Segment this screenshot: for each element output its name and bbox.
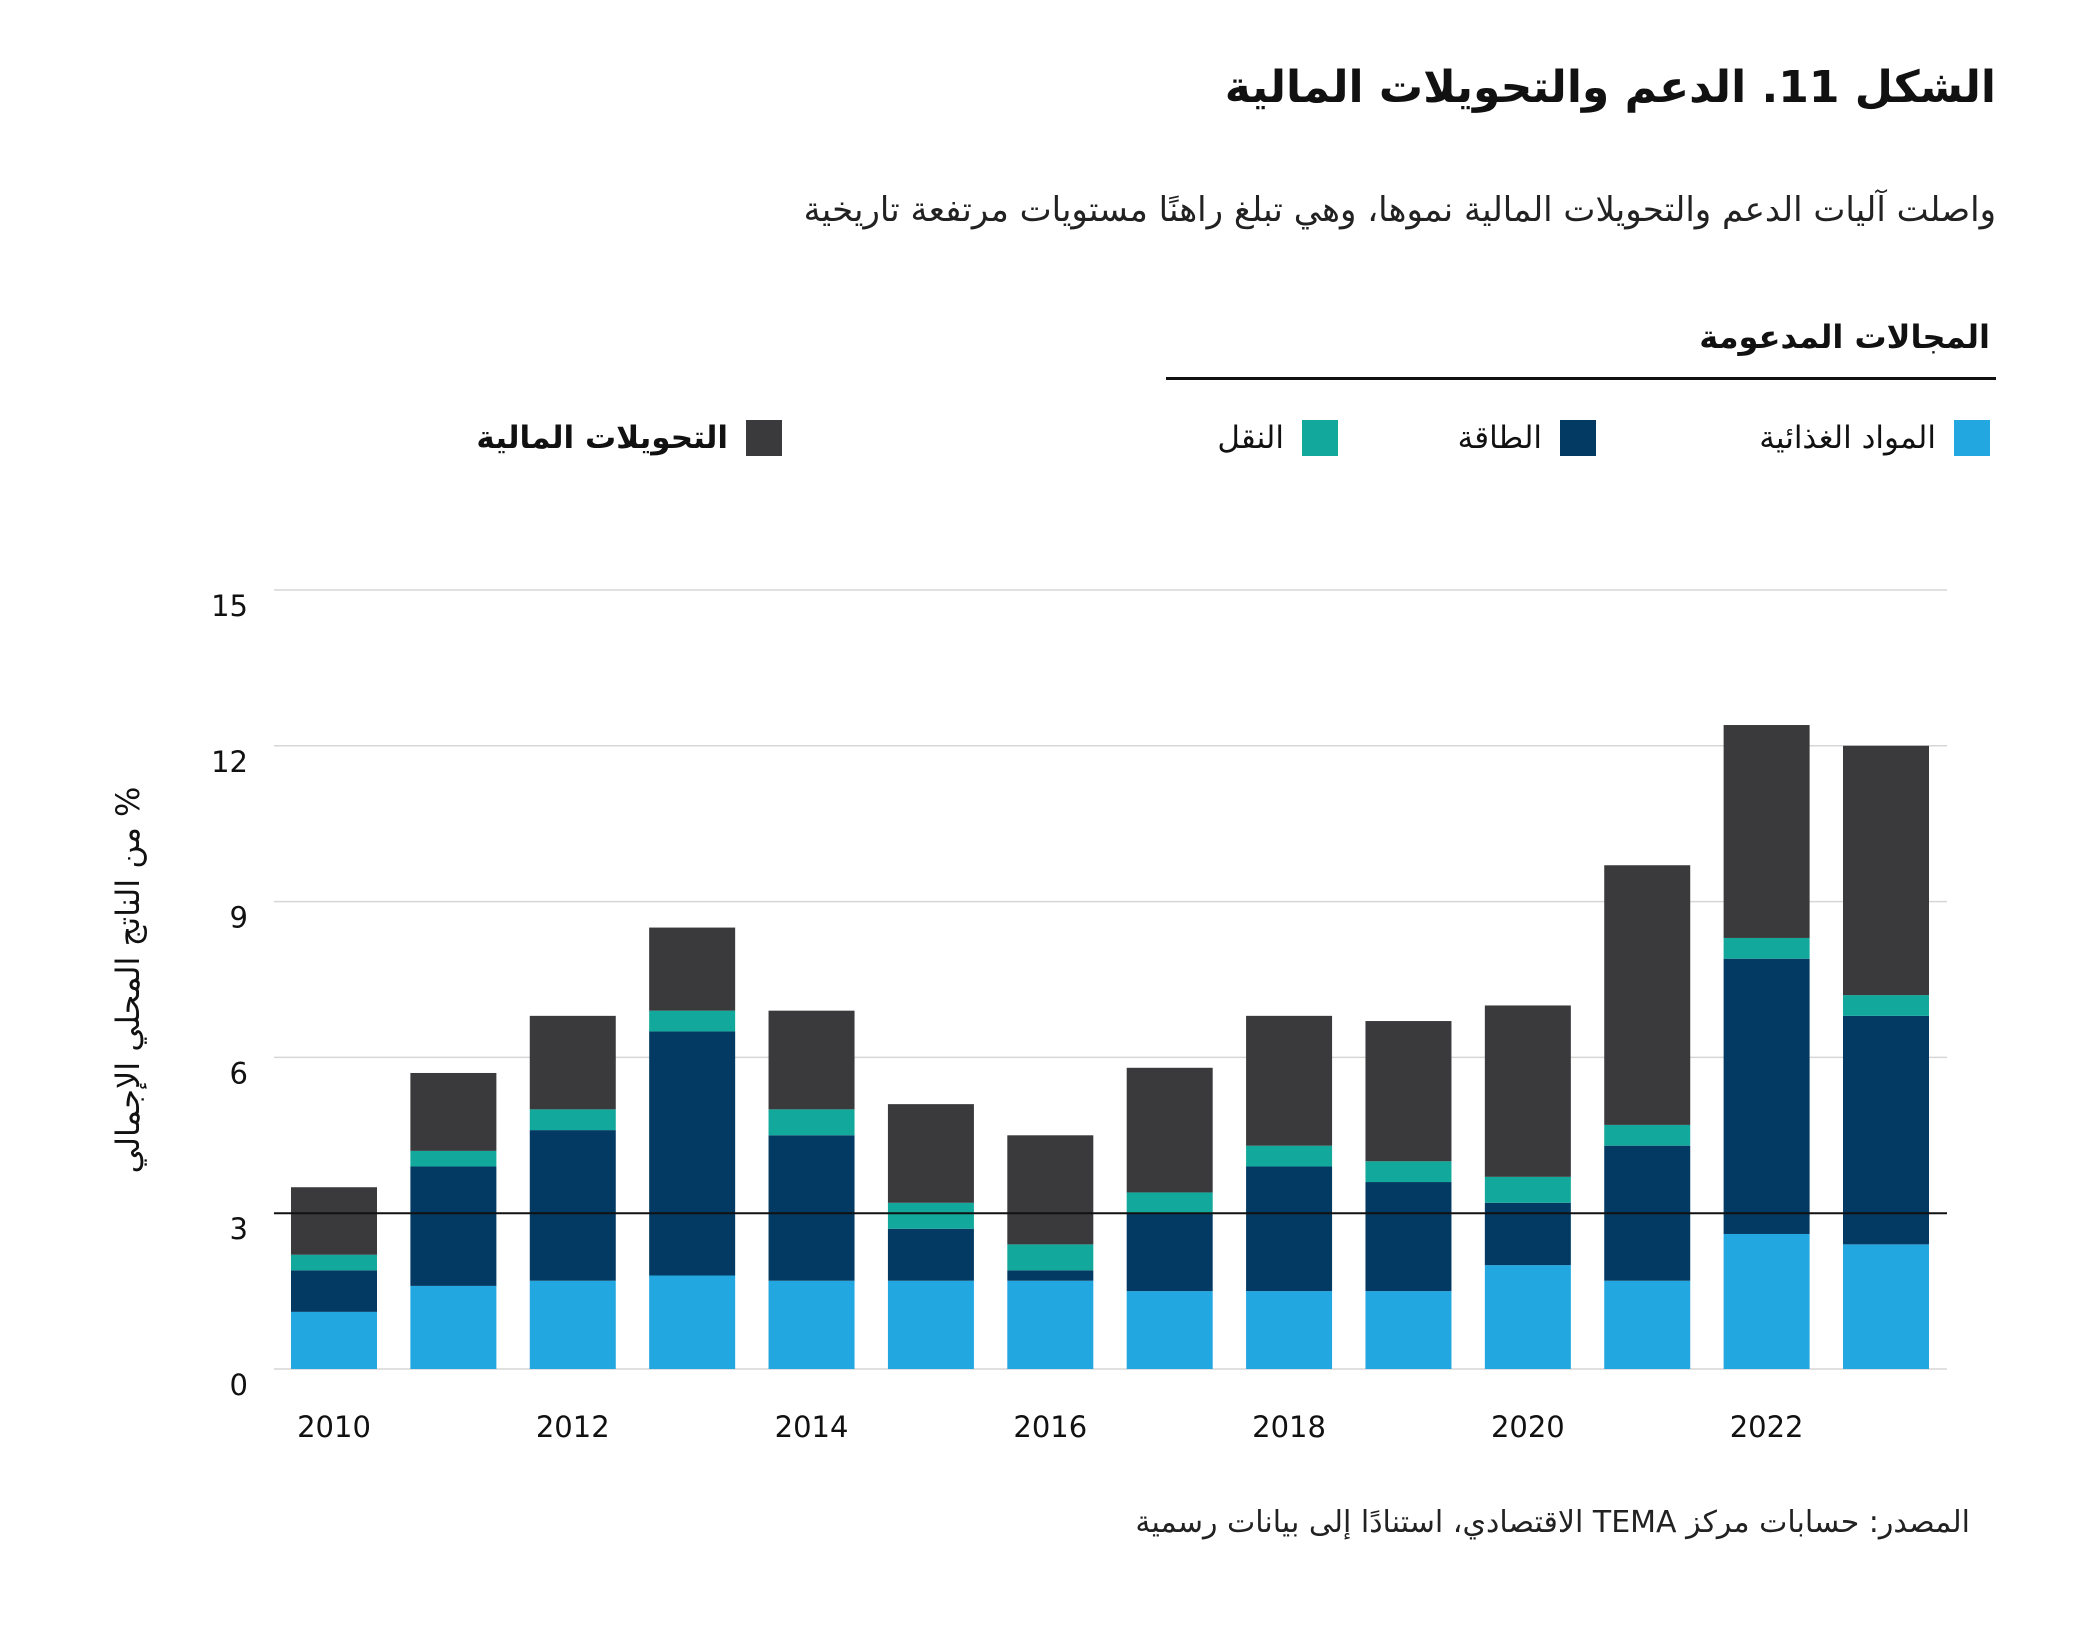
y-tick-label: 3: [230, 1212, 248, 1246]
bar-segment-2011-3: [410, 1072, 497, 1151]
bar-segment-2011-0: [410, 1285, 497, 1369]
x-tick-label: 2018: [1252, 1410, 1326, 1444]
bar-segment-2012-3: [529, 1015, 616, 1110]
bar-segment-2012-1: [529, 1130, 616, 1281]
legend-group-title: المجالات المدعومة: [1699, 318, 1990, 356]
bar-segment-2017-0: [1126, 1291, 1213, 1369]
x-tick-label: 2016: [1013, 1410, 1087, 1444]
legend-item-energy: الطاقة: [1458, 420, 1596, 456]
bar-segment-2017-1: [1126, 1213, 1213, 1292]
legend-swatch: [1560, 420, 1596, 456]
bar-segment-2016-3: [1007, 1135, 1094, 1245]
bar-segment-2020-0: [1484, 1265, 1571, 1369]
bar-segment-2013-1: [649, 1031, 736, 1276]
legend-label: التحويلات المالية: [476, 420, 728, 456]
x-tick-label: 2014: [775, 1410, 849, 1444]
x-tick-label: 2012: [536, 1410, 610, 1444]
bar-segment-2010-3: [291, 1187, 377, 1255]
y-axis-label: % من الناتج المحلي الإجمالي: [109, 787, 147, 1174]
bar-segment-2021-3: [1604, 865, 1691, 1125]
bar-segment-2015-1: [887, 1228, 974, 1281]
source-note: المصدر: حسابات مركز TEMA الاقتصادي، استن…: [1135, 1505, 1970, 1540]
legend-label: النقل: [1217, 420, 1284, 456]
bar-segment-2020-1: [1484, 1202, 1571, 1266]
bar-segment-2023-3: [1843, 745, 1929, 996]
bar-segment-2010-2: [291, 1254, 377, 1271]
bar-segment-2020-3: [1484, 1005, 1571, 1177]
bar-segment-2014-1: [768, 1135, 855, 1281]
legend-item-transfers: التحويلات المالية: [476, 420, 782, 456]
bar-segment-2014-3: [768, 1010, 855, 1110]
bar-segment-2010-0: [291, 1311, 377, 1369]
bar-segment-2014-2: [768, 1109, 855, 1136]
bar-segment-2011-1: [410, 1166, 497, 1286]
legend-swatch: [746, 420, 782, 456]
bar-segment-2018-0: [1246, 1291, 1333, 1369]
bar-segment-2015-3: [887, 1104, 974, 1203]
legend-item-food: المواد الغذائية: [1759, 420, 1990, 456]
bar-segment-2013-0: [649, 1275, 736, 1369]
bar-segment-2016-1: [1007, 1270, 1094, 1281]
bar-segment-2023-0: [1843, 1244, 1929, 1369]
y-tick-label: 15: [211, 589, 248, 623]
bar-segment-2022-0: [1723, 1233, 1810, 1369]
bar-segment-2013-3: [649, 927, 736, 1011]
legend-swatch: [1954, 420, 1990, 456]
legend-label: المواد الغذائية: [1759, 420, 1936, 456]
bar-segment-2017-3: [1126, 1067, 1213, 1193]
legend-label: الطاقة: [1457, 420, 1542, 456]
bar-segment-2021-0: [1604, 1280, 1691, 1369]
legend-divider: [1166, 377, 1996, 380]
bar-segment-2015-0: [887, 1280, 974, 1369]
bar-segment-2019-1: [1365, 1182, 1452, 1292]
bar-segment-2022-1: [1723, 958, 1810, 1234]
x-tick-label: 2022: [1730, 1410, 1804, 1444]
bar-segment-2013-2: [649, 1010, 736, 1032]
bar-segment-2011-2: [410, 1150, 497, 1167]
bar-segment-2019-3: [1365, 1021, 1452, 1162]
y-tick-label: 6: [230, 1056, 248, 1090]
y-tick-label: 12: [211, 745, 248, 779]
bar-segment-2018-1: [1246, 1166, 1333, 1292]
x-tick-label: 2020: [1491, 1410, 1565, 1444]
bar-segment-2022-2: [1723, 937, 1810, 959]
chart-subtitle: واصلت آليات الدعم والتحويلات المالية نمو…: [803, 190, 1996, 230]
bar-segment-2023-1: [1843, 1015, 1929, 1245]
y-tick-label: 9: [230, 901, 248, 935]
y-tick-label: 0: [230, 1368, 248, 1402]
bar-segment-2010-1: [291, 1270, 377, 1312]
bar-segment-2017-2: [1126, 1192, 1213, 1214]
legend-item-transport: النقل: [1217, 420, 1338, 456]
bar-segment-2019-0: [1365, 1291, 1452, 1369]
bar-segment-2022-3: [1723, 725, 1810, 938]
bar-segment-2018-2: [1246, 1145, 1333, 1167]
bar-segment-2016-0: [1007, 1280, 1094, 1369]
bar-segment-2019-2: [1365, 1161, 1452, 1183]
bar-segment-2012-0: [529, 1280, 616, 1369]
bar-segment-2014-0: [768, 1280, 855, 1369]
bar-segment-2016-2: [1007, 1244, 1094, 1271]
bar-segment-2015-2: [887, 1202, 974, 1229]
bar-segment-2018-3: [1246, 1015, 1333, 1146]
bar-segment-2012-2: [529, 1109, 616, 1131]
chart-title: الشكل 11. الدعم والتحويلات المالية: [1224, 62, 1996, 113]
legend-swatch: [1302, 420, 1338, 456]
bar-segment-2020-2: [1484, 1176, 1571, 1203]
bar-segment-2023-2: [1843, 995, 1929, 1016]
x-tick-label: 2010: [297, 1410, 371, 1444]
bar-segment-2021-2: [1604, 1124, 1691, 1146]
